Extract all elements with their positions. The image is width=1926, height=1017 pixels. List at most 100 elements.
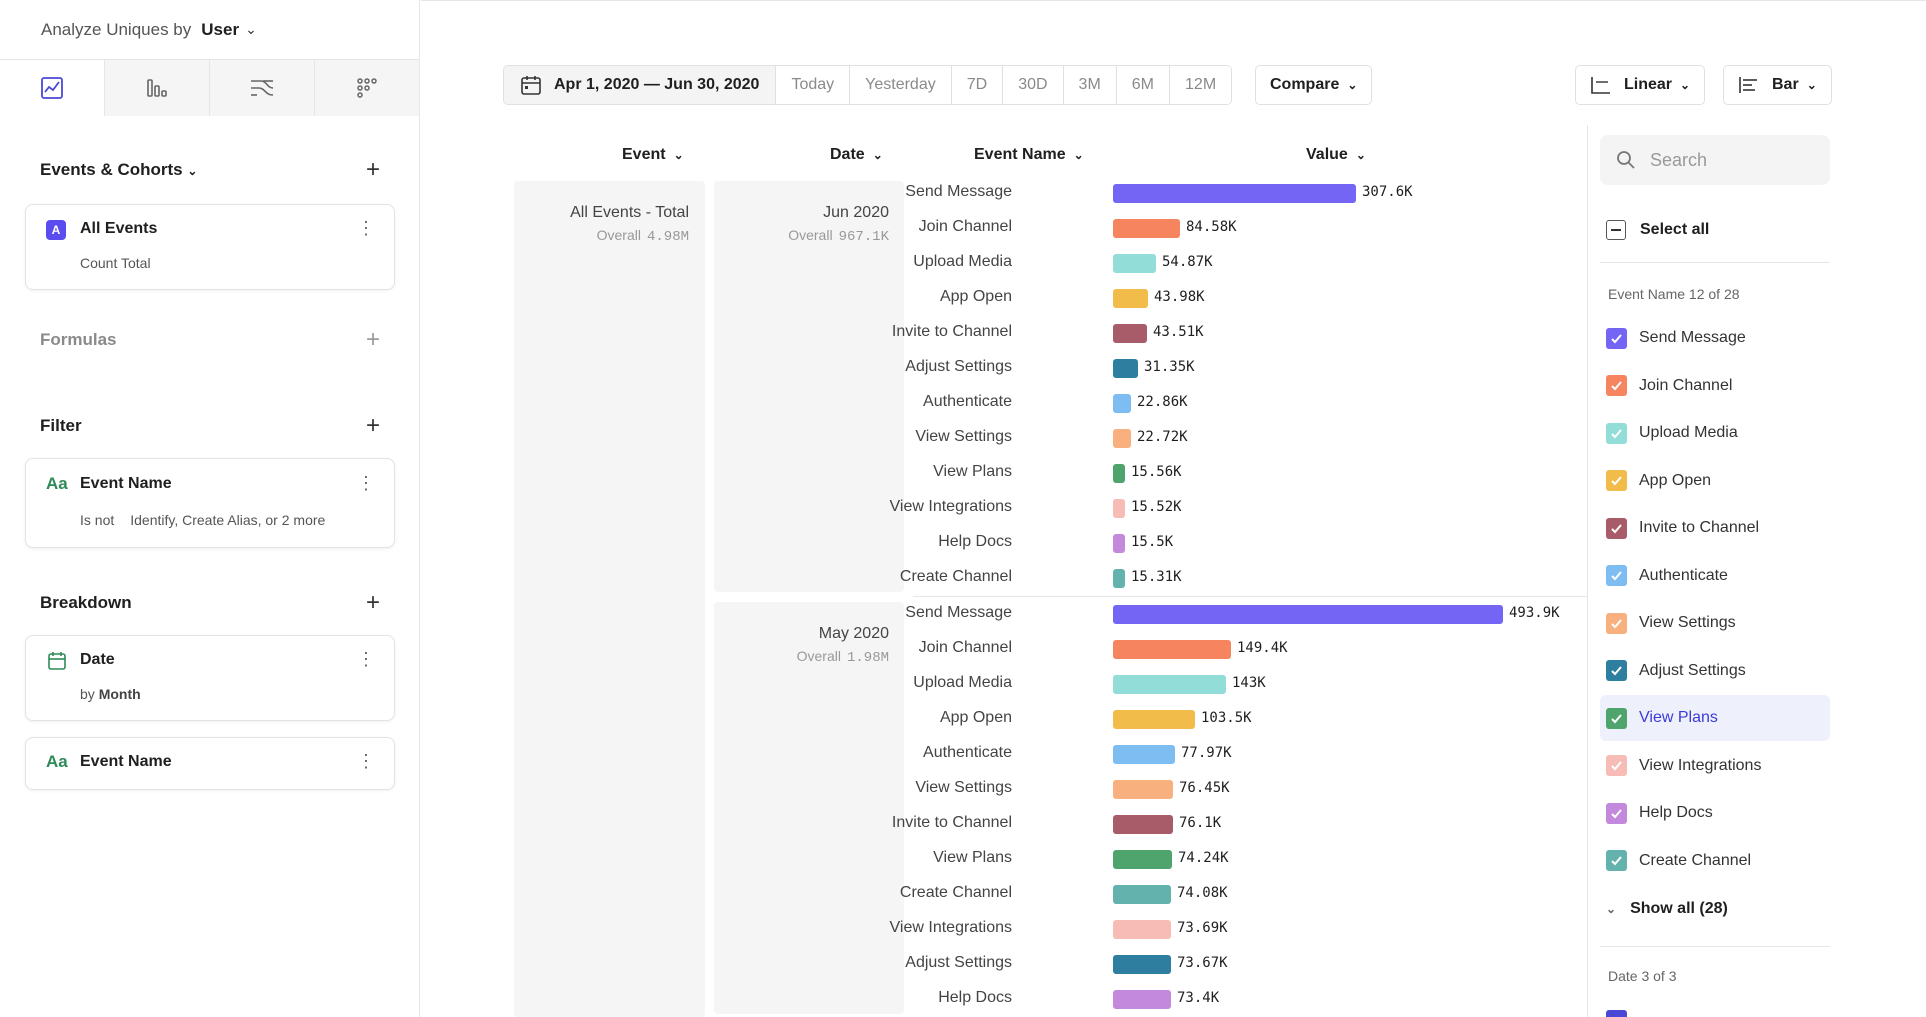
checkbox-checked-icon[interactable] [1606,565,1627,586]
bar-mark[interactable] [1113,990,1171,1009]
date-group-overall-jun: Overall 967.1K [788,227,889,245]
checkbox-checked-icon[interactable] [1606,755,1627,776]
bar-value-label: 43.98K [1154,289,1205,305]
chart-type-dropdown[interactable]: Bar ⌄ [1723,65,1832,105]
legend-item-label: Help Docs [1639,804,1713,821]
bar-mark[interactable] [1113,885,1171,904]
tab-flows[interactable] [210,60,315,116]
scale-dropdown[interactable]: Linear ⌄ [1575,65,1706,105]
checkbox-checked-icon[interactable] [1606,470,1627,491]
events-cohorts-title[interactable]: Events & Cohorts ⌄ [40,160,198,179]
bar-mark[interactable] [1113,254,1156,273]
legend-item[interactable]: Send Message [1600,315,1830,361]
checkbox-checked-icon[interactable] [1606,327,1627,349]
column-header-event[interactable]: Event ⌄ [622,146,684,163]
column-header-value[interactable]: Value ⌄ [1306,146,1366,163]
analyze-uniques-selector[interactable]: Analyze Uniques by User ⌄ [0,0,419,60]
checkbox-checked-icon[interactable] [1606,612,1627,634]
checkbox-checked-icon[interactable] [1606,375,1627,396]
select-all-toggle[interactable]: Select all [1606,220,1709,240]
preset-3m[interactable]: 3M [1063,66,1117,104]
legend-date-checkbox[interactable] [1606,1010,1627,1017]
bar-mark[interactable] [1113,710,1195,729]
bar-mark[interactable] [1113,464,1125,483]
legend-item[interactable]: View Settings [1600,600,1830,646]
tab-retention[interactable] [315,60,419,116]
analyze-value[interactable]: User [201,19,240,39]
bar-mark[interactable] [1113,569,1125,588]
checkbox-checked-icon[interactable] [1606,517,1627,539]
checkbox-checked-icon[interactable] [1606,802,1627,824]
bar-mark[interactable] [1113,219,1180,238]
legend-item[interactable]: App Open [1600,458,1830,504]
bar-mark[interactable] [1113,850,1172,869]
bar-mark[interactable] [1113,534,1125,553]
bar-mark[interactable] [1113,605,1503,624]
checkbox-checked-icon[interactable] [1606,850,1627,871]
breakdown-date-unit[interactable]: by Month [80,686,141,702]
date-group-cell-may [714,602,904,1014]
legend-item[interactable]: View Plans [1600,695,1830,741]
add-breakdown-button[interactable]: + [365,589,380,616]
count-total-label[interactable]: Count Total [80,255,151,271]
bar-mark[interactable] [1113,815,1173,834]
bar-mark[interactable] [1113,780,1173,799]
bar-mark[interactable] [1113,745,1175,764]
more-vertical-icon[interactable]: ⋮ [357,751,375,771]
scale-label: Linear [1624,76,1673,93]
checkbox-checked-icon[interactable] [1606,707,1627,729]
legend-item[interactable]: Invite to Channel [1600,505,1830,551]
tab-funnels[interactable] [105,60,210,116]
legend-item[interactable]: View Integrations [1600,743,1830,789]
filter-card[interactable]: Aa Event Name Is not Identify, Create Ali… [25,458,395,548]
bar-mark[interactable] [1113,955,1171,974]
bar-mark[interactable] [1113,675,1226,694]
more-vertical-icon[interactable]: ⋮ [357,218,375,238]
search-input[interactable] [1650,149,1820,171]
add-formula-button[interactable]: + [365,326,380,353]
checkbox-checked-icon[interactable] [1606,422,1627,444]
all-events-card[interactable]: A All Events Count Total ⋮ [25,204,395,290]
show-all-button[interactable]: ⌄ Show all (28) [1606,900,1728,918]
bar-mark[interactable] [1113,359,1138,378]
compare-button[interactable]: Compare ⌄ [1255,65,1373,105]
preset-6m[interactable]: 6M [1116,66,1171,104]
bar-mark[interactable] [1113,184,1356,203]
query-sidebar: Analyze Uniques by User ⌄ Events & Cohor… [0,0,420,1017]
legend-search[interactable] [1600,135,1830,185]
preset-30d[interactable]: 30D [1003,66,1064,104]
bar-category-label: Create Channel [899,568,1012,585]
legend-item[interactable]: Adjust Settings [1600,648,1830,694]
legend-item[interactable]: Authenticate [1600,553,1830,599]
legend-item[interactable]: Help Docs [1600,790,1830,836]
bar-mark[interactable] [1113,289,1148,308]
legend-item[interactable]: Create Channel [1600,838,1830,884]
breakdown-date-card[interactable]: Date by Month ⋮ [25,635,395,721]
bar-mark[interactable] [1113,920,1171,939]
checkbox-checked-icon[interactable] [1606,660,1627,681]
add-event-button[interactable]: + [365,156,380,183]
bar-mark[interactable] [1113,324,1147,343]
more-vertical-icon[interactable]: ⋮ [357,649,375,669]
date-range-picker[interactable]: Apr 1, 2020 — Jun 30, 2020 [504,66,777,104]
column-header-date[interactable]: Date ⌄ [830,146,883,163]
preset-12m[interactable]: 12M [1170,66,1232,104]
formulas-title: Formulas [40,330,117,349]
bar-mark[interactable] [1113,499,1125,518]
legend-item[interactable]: Join Channel [1600,363,1830,409]
more-vertical-icon[interactable]: ⋮ [357,473,375,493]
preset-yesterday[interactable]: Yesterday [850,66,952,104]
filter-condition[interactable]: Is not Identify, Create Alias, or 2 more [80,512,326,528]
calendar-icon [521,76,541,95]
bar-mark[interactable] [1113,429,1131,448]
add-filter-button[interactable]: + [365,412,380,439]
preset-7d[interactable]: 7D [951,66,1004,104]
breakdown-event-card[interactable]: Aa Event Name ⋮ [25,737,395,790]
bar-mark[interactable] [1113,640,1231,659]
legend-group-date: Date 3 of 3 [1608,968,1677,984]
column-header-event-name[interactable]: Event Name ⌄ [974,146,1084,163]
preset-today[interactable]: Today [776,66,851,104]
bar-mark[interactable] [1113,394,1131,413]
legend-item[interactable]: Upload Media [1600,410,1830,456]
tab-insights[interactable] [0,60,105,116]
